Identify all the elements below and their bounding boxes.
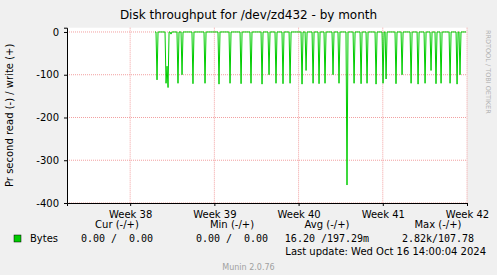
tick: 0 (53, 27, 67, 38)
stats-value: 2.82k/107.78 (402, 233, 474, 244)
series-line (155, 32, 466, 185)
title: Disk throughput for /dev/zd432 - by mont… (120, 8, 377, 22)
tick: -400 (36, 198, 67, 209)
grid-line (130, 28, 131, 203)
chart: -400-300-200-1000Week 38Week 39Week 40We… (0, 0, 497, 275)
tick-mark (299, 203, 300, 206)
footer: Munin 2.0.76 (222, 263, 274, 272)
legend-label: Bytes (30, 233, 58, 244)
tick-mark (130, 203, 131, 206)
stats-value: 0.00 / 0.00 (81, 233, 153, 244)
tick-mark (64, 32, 67, 33)
tick-label: -100 (36, 69, 59, 80)
stats-header: Max (-/+) (414, 219, 461, 230)
tick: -300 (36, 155, 67, 166)
tick: -200 (36, 112, 67, 123)
grid-line (67, 117, 467, 118)
tick-mark (64, 117, 67, 118)
stats-header: Cur (-/+) (95, 219, 139, 230)
grid (67, 28, 467, 203)
tick: Week 40 (277, 203, 320, 220)
tick-label: -400 (36, 198, 59, 209)
legend-swatch (14, 235, 21, 242)
tick-mark (64, 203, 67, 204)
grid-line (67, 160, 467, 161)
stats-header: Avg (-/+) (305, 219, 350, 230)
tick: Week 42 (446, 203, 489, 220)
stats-value: 16.20 /197.29m (285, 233, 369, 244)
axis-line (68, 204, 468, 207)
watermark: RRDTOOL / TOBI OETIKER (484, 30, 492, 114)
legend: Cur (-/+) Min (-/+) Avg (-/+) Max (-/+) Byte… (14, 219, 474, 244)
tick-mark (64, 75, 67, 76)
tick-mark (64, 160, 67, 161)
tick: -100 (36, 69, 67, 80)
tick-label: -300 (36, 155, 59, 166)
grid-line (298, 28, 299, 203)
last-update: Last update: Wed Oct 16 14:00:04 2024 (285, 246, 486, 257)
grid-line (467, 28, 468, 203)
grid-line (67, 74, 467, 75)
tick: Week 39 (193, 203, 236, 220)
tick: Week 38 (109, 203, 152, 220)
axis-line (64, 28, 68, 203)
tick-label: Week 41 (362, 209, 405, 220)
stats-header: Min (-/+) (210, 219, 254, 230)
grid-line (214, 28, 215, 203)
tick-label: -200 (36, 112, 59, 123)
tick: Week 41 (362, 203, 405, 220)
y-axis-title: Pr second read (-) / write (+) (4, 44, 15, 187)
stats-value: 0.00 / 0.00 (196, 233, 268, 244)
tick-mark (214, 203, 215, 206)
y-axis: -400 -300 -200 -100 0 (36, 27, 67, 209)
tick-label: 0 (53, 27, 59, 38)
plot-area (67, 28, 467, 203)
x-axis: Week 38 Week 39 Week 40 Week 41 Week 42 (68, 203, 490, 220)
plot-marks (155, 32, 466, 185)
background (0, 0, 497, 275)
tick-mark (467, 203, 468, 206)
tick-mark (383, 203, 384, 206)
